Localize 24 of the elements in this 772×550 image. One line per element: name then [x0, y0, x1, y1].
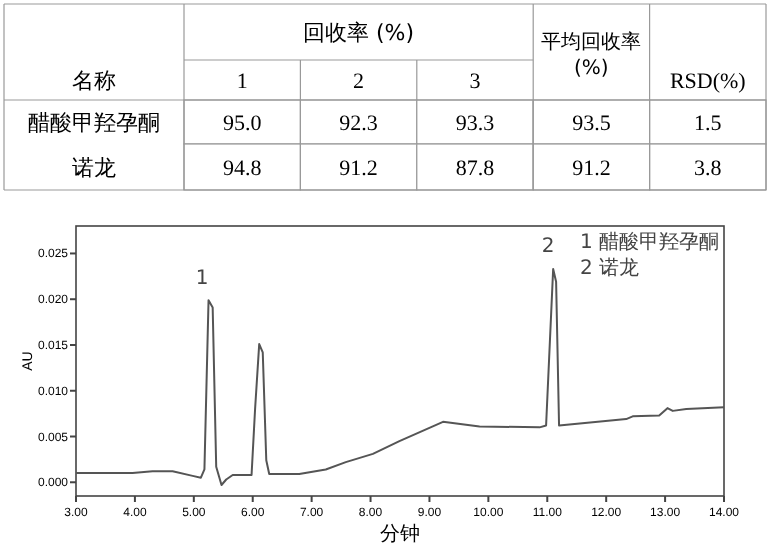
data-label: 94.8 [222, 157, 263, 181]
data-label: 87.8 [455, 157, 496, 181]
data-label: 93.5 [572, 112, 612, 136]
data-label: 93.3 [455, 112, 496, 136]
annotation: 1 醋酸甲羟孕酮 [580, 230, 720, 254]
y-tick-label: 诺龙 [72, 155, 116, 181]
annotation: 2 [541, 236, 555, 258]
x-axis-title: 分钟 [380, 522, 420, 546]
text: 名称 [72, 68, 116, 94]
data-label: 91.2 [339, 157, 378, 181]
annotation: 2 诺龙 [580, 256, 640, 280]
data-label: 1.5 [694, 112, 723, 136]
annotation: 1 [195, 268, 209, 290]
x-tick-label: 3 [469, 70, 482, 94]
y-tick-label: 醋酸甲羟孕酮 [28, 110, 160, 136]
x-tick-label: 1 [236, 70, 248, 94]
data-label: 3.8 [694, 157, 723, 181]
x-tick-label: RSD(%) [669, 70, 747, 94]
text: 回收率 (%) [303, 20, 415, 46]
data-label: 92.3 [339, 112, 379, 136]
data-label: 95.0 [222, 112, 263, 136]
x-tick-label: 平均回收率 (%) [541, 30, 642, 80]
data-label: 91.2 [572, 157, 611, 181]
x-tick-label: 2 [353, 70, 365, 94]
